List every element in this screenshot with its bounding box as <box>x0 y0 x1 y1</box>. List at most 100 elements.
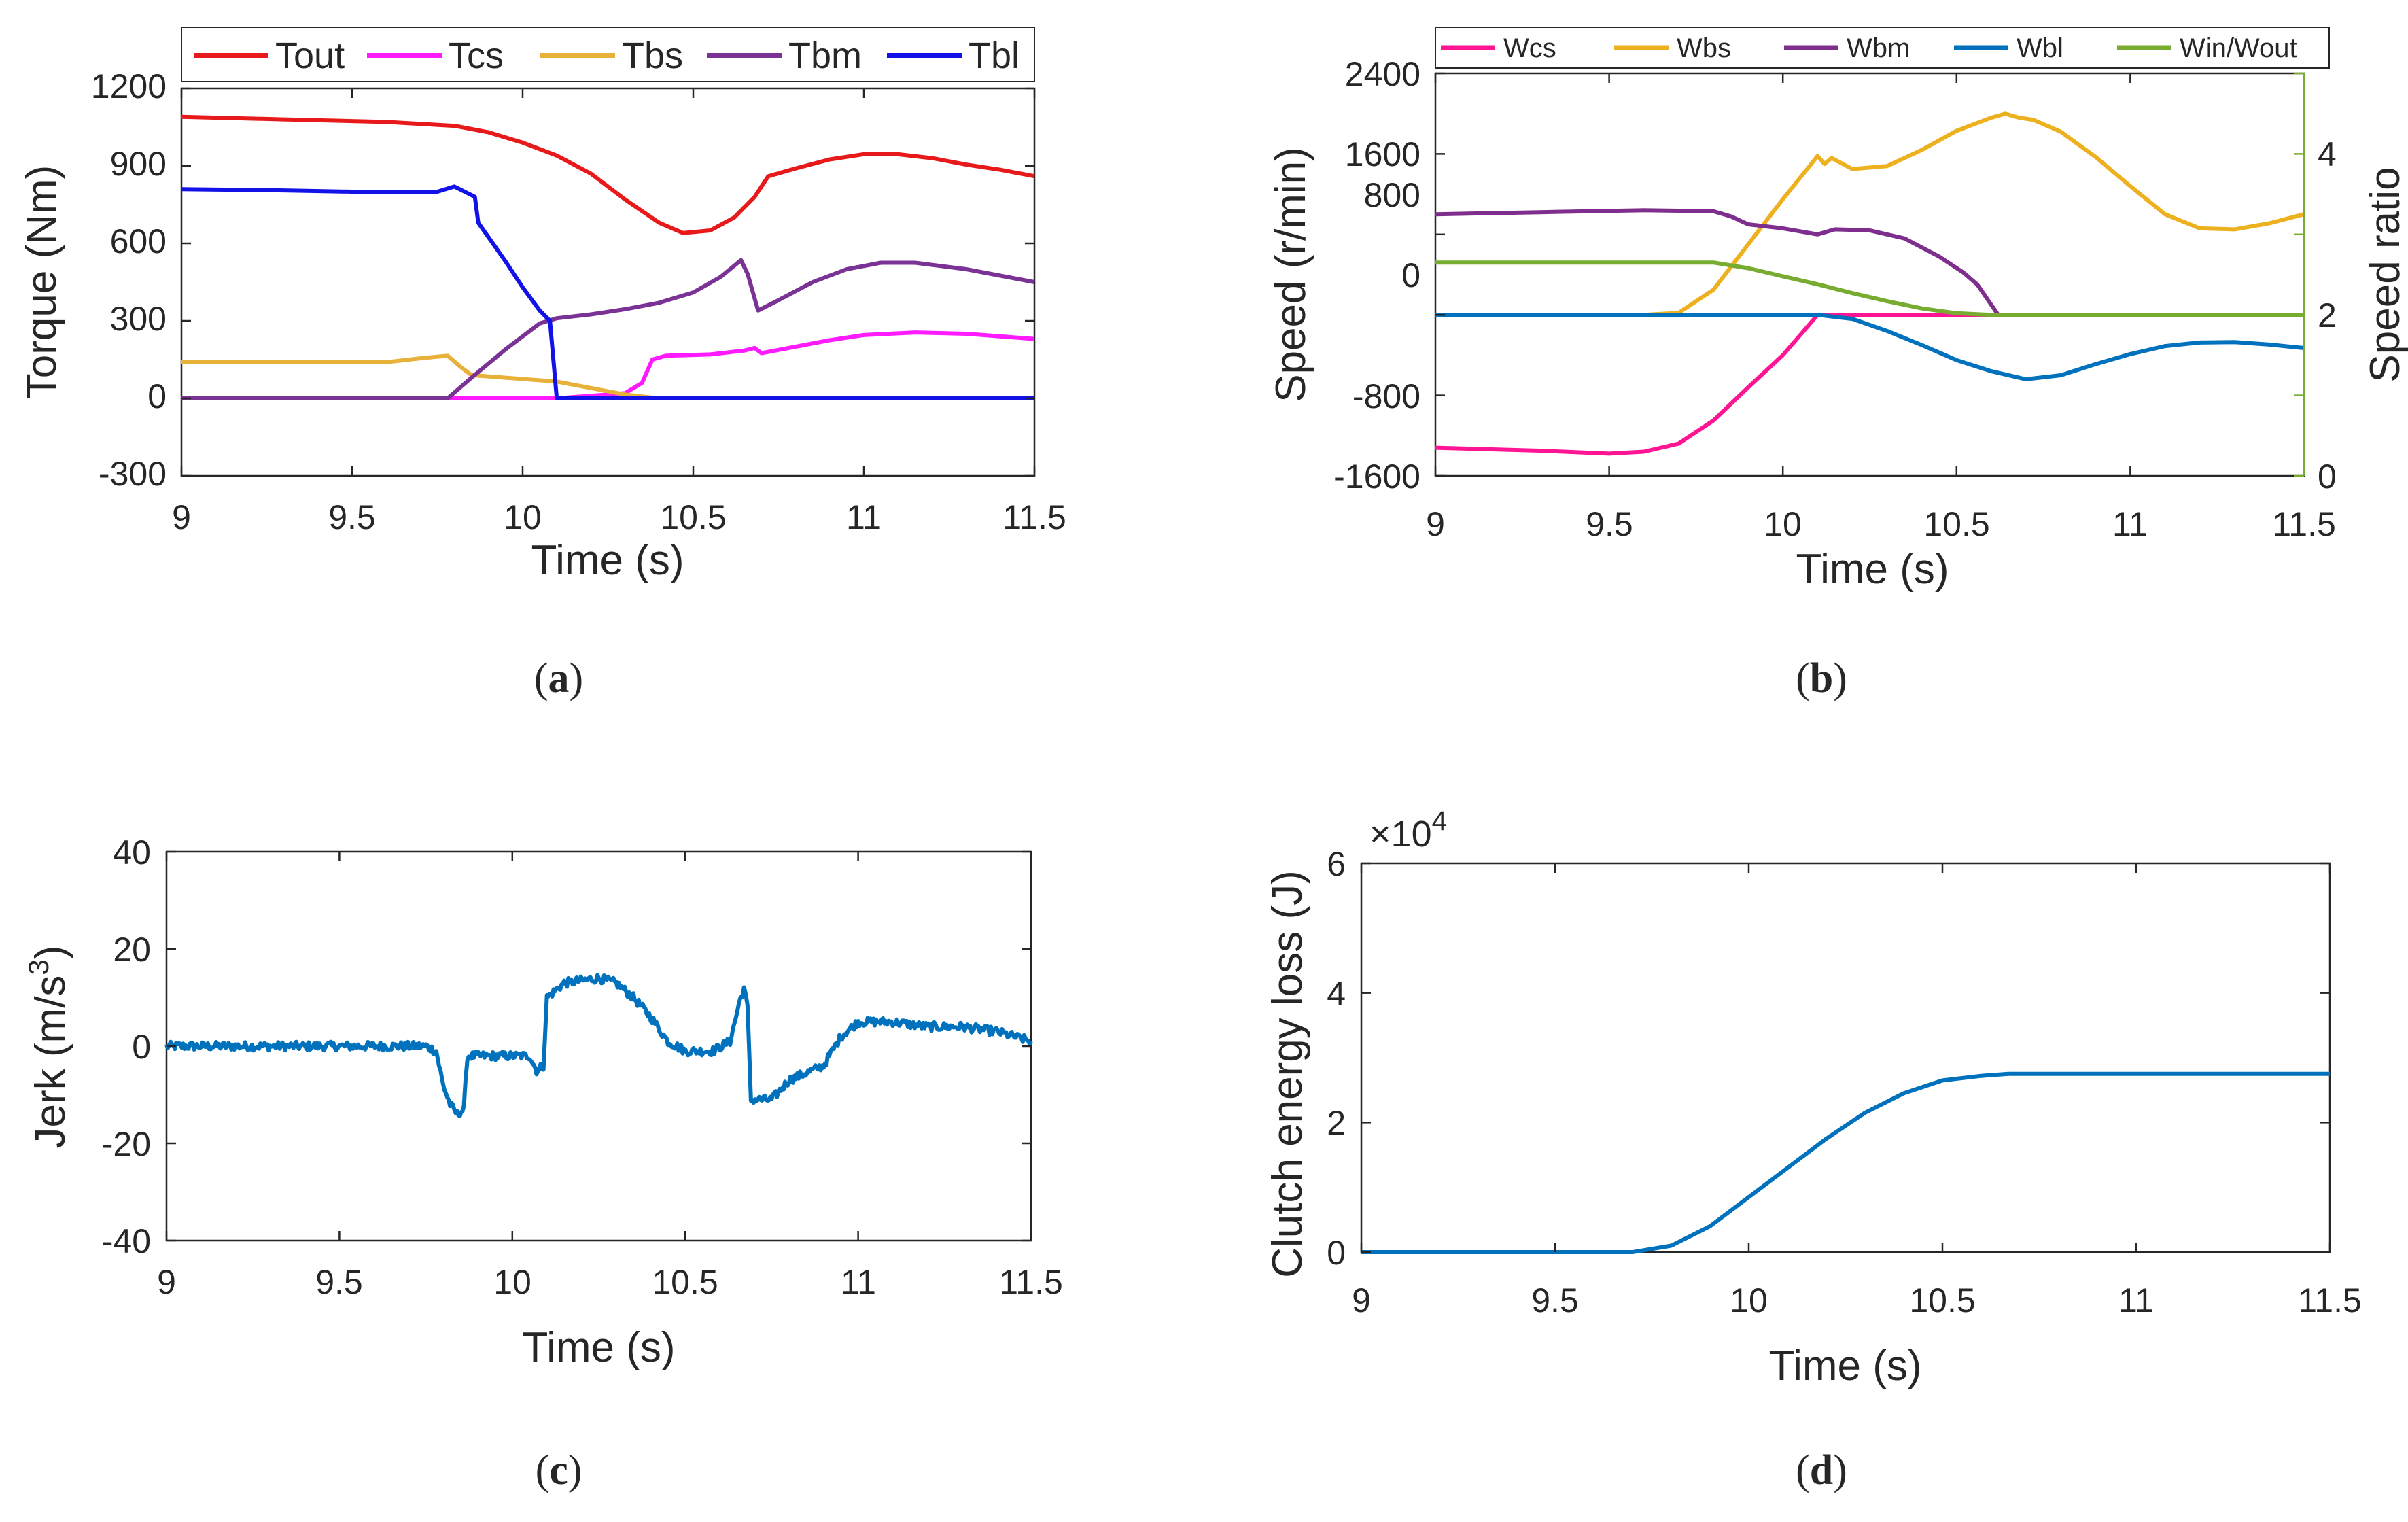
legend-label-wbl: Wbl <box>2017 33 2063 63</box>
caption-letter: b <box>1810 655 1833 702</box>
xtick-label-c: 11 <box>841 1263 876 1301</box>
xtick-label-d: 9.5 <box>1531 1281 1579 1319</box>
panel-a: -300 0 300 600 900 1200 9 9.5 10 10.5 11… <box>18 27 1066 702</box>
ytick-label-c: -20 <box>102 1125 151 1163</box>
xtick-label-a: 11 <box>846 498 882 536</box>
axes-box-d <box>1360 862 2331 1253</box>
legend-label-wbm: Wbm <box>1847 33 1910 63</box>
ytick-label-a: 1200 <box>91 67 167 105</box>
ytick-label-c: 40 <box>113 833 151 871</box>
caption-open: ( <box>534 655 548 702</box>
exponent-power: 4 <box>1432 806 1447 836</box>
xaxis-label-c: Time (s) <box>523 1324 676 1371</box>
yaxis-label-c-end: ) <box>27 946 74 960</box>
legend-a: Tout Tcs Tbs Tbm Tbl <box>181 27 1035 82</box>
xtick-label-c: 9.5 <box>315 1263 363 1301</box>
ytick-label-b: 0 <box>1401 256 1420 294</box>
panel-c: -40 -20 0 20 40 9 9.5 10 10.5 11 11.5 Ti… <box>22 833 1063 1493</box>
xtick-label-d: 9 <box>1352 1281 1371 1319</box>
legend-label-tout: Tout <box>275 35 345 76</box>
xaxis-label-d: Time (s) <box>1769 1343 1922 1389</box>
ytick-label-d: 2 <box>1327 1104 1346 1142</box>
xtick-label-a: 11.5 <box>1002 498 1066 536</box>
legend-label-tbs: Tbs <box>622 35 683 76</box>
plot-lines-a <box>181 114 1035 400</box>
tick-marks-d <box>1360 862 2331 1253</box>
caption-close: ) <box>1833 1447 1847 1493</box>
xtick-label-c: 9 <box>157 1263 176 1301</box>
caption-letter: a <box>548 655 570 702</box>
xtick-label-b: 11 <box>2112 505 2148 543</box>
legend-label-tcs: Tcs <box>449 35 504 76</box>
series-line-tout <box>181 114 1035 235</box>
xtick-label-b: 9 <box>1426 505 1445 543</box>
xtick-label-d: 10 <box>1730 1281 1768 1319</box>
y2axis-label-b: Speed ratio <box>2362 167 2408 382</box>
caption-close: ) <box>568 1447 582 1493</box>
panel-d: 0 2 4 6 ×104 9 9.5 10 10.5 11 11.5 Time … <box>1264 806 2362 1493</box>
tick-marks-b <box>1434 72 2305 477</box>
xtick-label-b: 9.5 <box>1586 505 1633 543</box>
xaxis-label-a: Time (s) <box>531 537 684 584</box>
caption-letter: c <box>549 1447 568 1493</box>
y2tick-label-b: 0 <box>2318 457 2337 496</box>
xtick-label-c: 10 <box>493 1263 531 1301</box>
yaxis-label-b: Speed (r/min) <box>1268 147 1314 402</box>
xtick-label-a: 10 <box>504 498 542 536</box>
xtick-label-a: 9.5 <box>328 498 376 536</box>
ytick-label-d: 6 <box>1327 845 1346 883</box>
caption-close: ) <box>570 655 584 702</box>
y2tick-label-b: 2 <box>2318 296 2337 334</box>
caption-a: (a) <box>534 655 583 702</box>
plot-lines-b <box>1435 111 2305 456</box>
xtick-label-c: 11.5 <box>999 1263 1063 1301</box>
legend-label-tbm: Tbm <box>788 35 862 76</box>
xtick-label-a: 10.5 <box>660 498 726 536</box>
axes-box-a <box>180 87 1036 477</box>
series-line-win-wout <box>1435 260 2304 317</box>
y2tick-label-b: 4 <box>2318 135 2337 173</box>
caption-close: ) <box>1833 655 1847 702</box>
ytick-label-b: -800 <box>1353 377 1420 415</box>
ytick-label-a: 0 <box>147 377 167 415</box>
exponent-label-d: ×104 <box>1369 806 1447 854</box>
legend-label-ratio: Win/Wout <box>2180 33 2297 63</box>
tick-marks-c <box>165 850 1032 1242</box>
yaxis-label-a: Torque (Nm) <box>18 165 65 400</box>
ytick-label-a: -300 <box>99 455 167 493</box>
caption-b: (b) <box>1796 655 1847 702</box>
series-line-wbs <box>1435 111 2305 317</box>
yaxis-label-c: Jerk (m/s3) <box>22 946 74 1149</box>
plot-lines-c <box>164 973 1033 1119</box>
exponent-base: ×10 <box>1369 814 1432 854</box>
caption-letter: d <box>1810 1447 1833 1493</box>
xtick-label-a: 9 <box>172 498 191 536</box>
series-line-wcs <box>1435 313 2304 456</box>
yaxis-label-c-sup: 3 <box>22 959 54 975</box>
legend-label-wcs: Wcs <box>1503 33 1556 63</box>
series-line-jerk <box>164 973 1033 1119</box>
yaxis-label-c-main: Jerk (m/s <box>27 975 74 1149</box>
legend-b: Wcs Wbs Wbm Wbl Win/Wout <box>1435 27 2330 69</box>
series-line-energy <box>1361 1071 2330 1254</box>
ytick-label-c: 20 <box>113 931 151 969</box>
series-line-wbm <box>1435 208 2304 317</box>
series-line-wbl <box>1435 313 2305 381</box>
ytick-label-d: 0 <box>1327 1234 1346 1272</box>
ytick-label-c: 0 <box>132 1028 151 1066</box>
caption-d: (d) <box>1796 1447 1847 1493</box>
tick-marks-a <box>180 87 1036 477</box>
ytick-label-a: 600 <box>110 222 167 260</box>
ytick-label-a: 300 <box>110 300 167 338</box>
xtick-label-d: 11 <box>2118 1281 2154 1319</box>
axes-box-b <box>1434 72 2305 477</box>
caption-c: (c) <box>536 1447 582 1493</box>
caption-open: ( <box>1796 1447 1810 1493</box>
series-line-tbl <box>181 184 1034 400</box>
xtick-label-d: 11.5 <box>2298 1281 2362 1319</box>
panel-b: -1600 -800 0 800 1600 2400 0 2 4 9 9.5 1… <box>1268 27 2408 702</box>
xtick-label-b: 10 <box>1764 505 1802 543</box>
legend-label-wbs: Wbs <box>1677 33 1731 63</box>
xtick-label-b: 11.5 <box>2272 505 2336 543</box>
